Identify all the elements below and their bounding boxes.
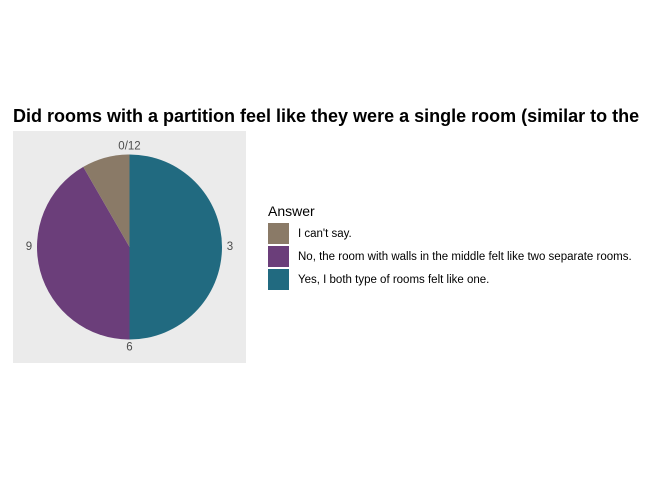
legend-items: I can't say. No, the room with walls in t… [268,222,632,291]
pie-tick-label-0: 0/12 [118,141,140,153]
chart-title: Did rooms with a partition feel like the… [13,106,640,126]
pie-slices [37,154,223,340]
pie-slice-0 [129,154,223,340]
legend-title: Answer [268,203,315,219]
pie-tick-labels: 0/12 3 6 9 [26,141,233,354]
legend-item-0: Yes, I both type of rooms felt like one. [268,268,632,291]
legend: Answer I can't say. No, the room with wal… [268,202,632,291]
legend-item-1: No, the room with walls in the middle fe… [268,245,632,268]
pie-tick-label-3: 9 [26,241,32,253]
legend-label-2: I can't say. [298,227,352,240]
legend-key-2 [268,223,289,244]
pie-tick-label-2: 6 [126,342,132,354]
pie-slice-2 [83,154,130,247]
legend-label-1: No, the room with walls in the middle fe… [298,250,632,263]
legend-item-2: I can't say. [268,222,632,245]
pie-tick-label-1: 3 [227,241,233,253]
pie-slice-1 [37,166,130,340]
legend-label-0: Yes, I both type of rooms felt like one. [298,273,490,286]
legend-key-0 [268,269,289,290]
legend-key-1 [268,246,289,267]
